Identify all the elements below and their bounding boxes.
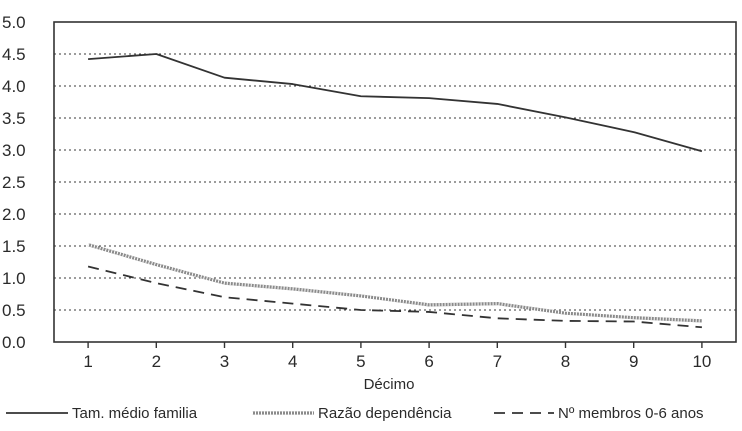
plot-frame (53, 21, 737, 343)
y-tick-label: 1.5 (2, 237, 26, 256)
y-tick-label: 3.0 (2, 141, 26, 160)
y-tick-label: 5.0 (2, 13, 26, 32)
legend-item-razao-dependencia: Razão dependência (252, 398, 451, 428)
series-line-tam-medio-familia (88, 53, 703, 153)
legend-item-tam-medio-familia: Tam. médio familia (6, 398, 197, 428)
x-tick-label: 5 (356, 352, 365, 371)
y-tick-label: 0.0 (2, 333, 26, 352)
series-line-n-membros-0-6-anos (87, 265, 702, 329)
legend-label: Tam. médio familia (72, 404, 198, 422)
y-tick-label: 1.0 (2, 269, 26, 288)
x-tick-label: 4 (288, 352, 297, 371)
y-tick-label: 4.5 (2, 45, 26, 64)
x-tick-label: 1 (83, 352, 92, 371)
legend-swatch-dashed (494, 412, 554, 414)
x-tick-label: 7 (493, 352, 502, 371)
y-tick-label: 0.5 (2, 301, 26, 320)
legend-label: Nº membros 0-6 anos (558, 404, 704, 422)
y-tick-label: 4.0 (2, 77, 26, 96)
grid-lines (54, 53, 736, 311)
series-line-razao-dependencia (87, 243, 702, 323)
series-lines (87, 53, 703, 329)
x-axis-ticks: 1 2 3 4 5 6 7 8 9 10 (83, 342, 711, 371)
x-tick-label: 6 (424, 352, 433, 371)
y-tick-label: 2.0 (2, 205, 26, 224)
y-tick-label: 2.5 (2, 173, 26, 192)
x-tick-label: 10 (692, 352, 711, 371)
legend-item-n-membros-0-6-anos: Nº membros 0-6 anos (492, 398, 704, 428)
x-tick-label: 2 (152, 352, 161, 371)
x-tick-label: 9 (629, 352, 638, 371)
x-tick-label: 3 (220, 352, 229, 371)
y-axis-ticks: 0.0 0.5 1.0 1.5 2.0 2.5 3.0 3.5 4.0 4.5 5.0 (2, 13, 26, 352)
legend: Tam. médio familia Razão dependência Nº … (0, 398, 742, 428)
y-tick-label: 3.5 (2, 109, 26, 128)
x-axis-label: Décimo (364, 376, 415, 393)
x-tick-label: 8 (561, 352, 570, 371)
line-chart: 0.0 0.5 1.0 1.5 2.0 2.5 3.0 3.5 4.0 4.5 5.0 1 2 3 4 5 6… (2, 13, 737, 393)
legend-swatch-hatched (252, 411, 314, 415)
legend-swatch-solid (6, 412, 68, 414)
legend-label: Razão dependência (318, 404, 452, 422)
